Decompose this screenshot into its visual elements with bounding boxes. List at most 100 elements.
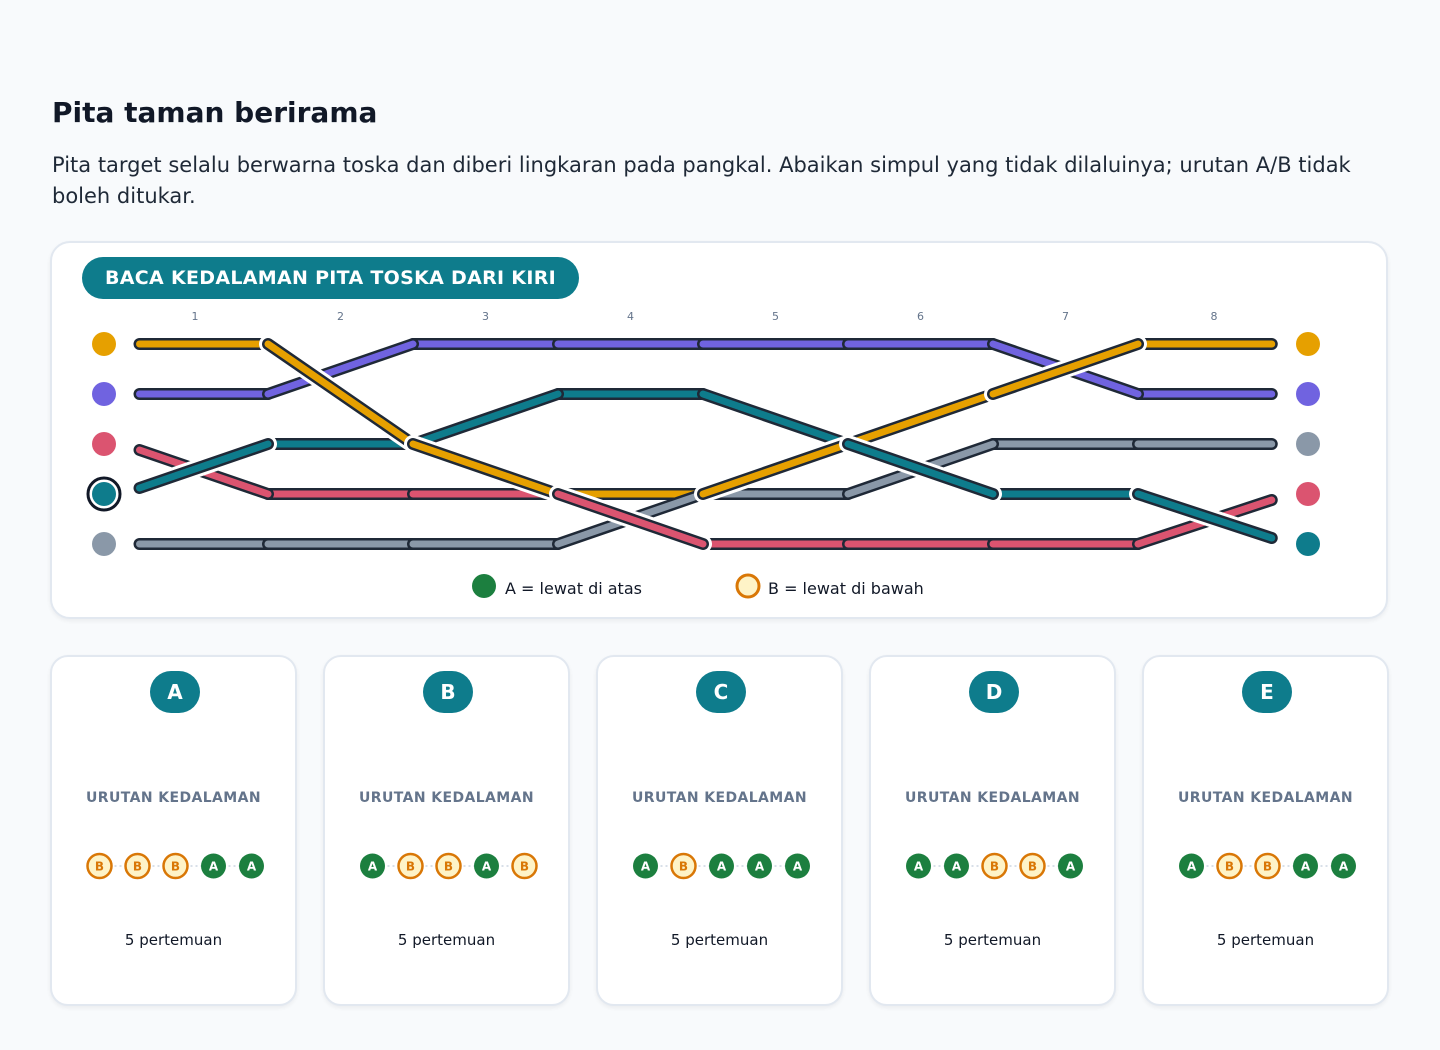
column-label: 3 xyxy=(482,310,489,323)
depth-token-over: A xyxy=(1179,853,1204,879)
svg-text:B: B xyxy=(520,860,529,874)
depth-token-over: A xyxy=(1293,853,1318,879)
svg-text:A: A xyxy=(1339,860,1349,874)
option-card-d[interactable]: D URUTAN KEDALAMAN A A B B A 5 pertemuan xyxy=(869,655,1116,1006)
svg-text:B: B xyxy=(406,860,415,874)
depth-token-over: A xyxy=(633,853,658,879)
option-count: 5 pertemuan xyxy=(124,931,223,949)
option-caption: URUTAN KEDALAMAN xyxy=(905,790,1080,806)
ribbon-end-marker xyxy=(1296,382,1320,406)
svg-text:A: A xyxy=(793,860,803,874)
ribbon-start-marker xyxy=(92,332,116,356)
option-letter: B xyxy=(423,671,473,713)
depth-token-under: B xyxy=(124,852,151,880)
svg-text:B: B xyxy=(1263,860,1272,874)
ribbon-diagram-panel: 1 2 3 4 5 6 7 8 A = lewat di atas B = lewat di ba… xyxy=(50,241,1388,619)
ribbon-teal-segment xyxy=(697,388,854,450)
ribbon-diagram: 1 2 3 4 5 6 7 8 A = lewat di atas B = lewat di ba… xyxy=(86,310,1320,599)
legend-over-label: A = lewat di atas xyxy=(505,579,642,598)
ribbon-start-marker xyxy=(92,432,116,456)
column-label: 4 xyxy=(627,310,634,323)
svg-text:B: B xyxy=(171,860,180,874)
ribbon-end-marker xyxy=(1296,332,1320,356)
option-caption: URUTAN KEDALAMAN xyxy=(86,790,261,806)
option-card-e[interactable]: E URUTAN KEDALAMAN A B B A A 5 pertemuan xyxy=(1142,655,1389,1006)
depth-token-under: B xyxy=(1254,852,1281,880)
depth-token-under: B xyxy=(1216,852,1243,880)
ribbon-orange-segment xyxy=(694,435,857,503)
svg-text:B: B xyxy=(444,860,453,874)
column-label: 7 xyxy=(1062,310,1069,323)
legend-under-label: B = lewat di bawah xyxy=(768,579,924,598)
depth-token-over: A xyxy=(1058,853,1083,879)
option-count: 5 pertemuan xyxy=(397,931,496,949)
ribbon-layer-base xyxy=(133,338,1278,550)
svg-text:A: A xyxy=(209,860,219,874)
depth-token-over: A xyxy=(360,853,385,879)
svg-text:A: A xyxy=(952,860,962,874)
ribbon-teal-segment xyxy=(839,435,1002,503)
column-label: 5 xyxy=(772,310,779,323)
svg-text:B: B xyxy=(1225,860,1234,874)
depth-token-over: A xyxy=(1331,853,1356,879)
svg-text:A: A xyxy=(717,860,727,874)
svg-text:A: A xyxy=(641,860,651,874)
svg-text:A: A xyxy=(482,860,492,874)
depth-token-under: B xyxy=(162,852,189,880)
column-label: 6 xyxy=(917,310,924,323)
ribbon-start-marker xyxy=(92,532,116,556)
option-letter: C xyxy=(696,671,746,713)
legend-under-swatch xyxy=(735,573,761,599)
ribbon-red-segment xyxy=(549,485,712,553)
option-letter: A xyxy=(150,671,200,713)
diagram-banner: BACA KEDALAMAN PITA TOSKA DARI KIRI xyxy=(82,257,579,299)
svg-text:A: A xyxy=(1301,860,1311,874)
option-card-b[interactable]: B URUTAN KEDALAMAN A B B A B 5 pertemuan xyxy=(323,655,570,1006)
svg-text:A: A xyxy=(247,860,257,874)
option-count: 5 pertemuan xyxy=(943,931,1042,949)
option-card-a[interactable]: A URUTAN KEDALAMAN B B B A A 5 pertemuan xyxy=(50,655,297,1006)
ribbon-end-marker xyxy=(1296,532,1320,556)
svg-text:A: A xyxy=(368,860,378,874)
option-count: 5 pertemuan xyxy=(670,931,769,949)
option-caption: URUTAN KEDALAMAN xyxy=(1178,790,1353,806)
ribbon-layer-over xyxy=(130,335,1281,553)
svg-text:B: B xyxy=(95,860,104,874)
option-letter: E xyxy=(1242,671,1292,713)
ribbon-orange-segment xyxy=(404,435,567,503)
depth-token-over: A xyxy=(709,853,734,879)
depth-token-under: B xyxy=(511,852,538,880)
depth-token-under: B xyxy=(670,852,697,880)
ribbon-start-marker xyxy=(92,382,116,406)
depth-token-over: A xyxy=(239,853,264,879)
option-card-c[interactable]: C URUTAN KEDALAMAN A B A A A 5 pertemuan xyxy=(596,655,843,1006)
svg-text:A: A xyxy=(914,860,924,874)
svg-text:B: B xyxy=(679,860,688,874)
svg-text:B: B xyxy=(133,860,142,874)
svg-text:B: B xyxy=(1028,860,1037,874)
depth-token-under: B xyxy=(397,852,424,880)
svg-text:A: A xyxy=(1187,860,1197,874)
legend-over-swatch xyxy=(472,574,496,598)
depth-token-over: A xyxy=(747,853,772,879)
option-count: 5 pertemuan xyxy=(1216,931,1315,949)
ribbon-teal-segment xyxy=(407,388,564,450)
svg-text:B: B xyxy=(990,860,999,874)
depth-token-over: A xyxy=(201,853,226,879)
depth-token-under: B xyxy=(1019,852,1046,880)
ribbon-orange-segment xyxy=(984,335,1147,403)
ribbon-start-marker xyxy=(92,482,116,506)
ribbon-end-marker xyxy=(1296,432,1320,456)
depth-token-over: A xyxy=(944,853,969,879)
depth-token-under: B xyxy=(435,852,462,880)
page-title: Pita taman berirama xyxy=(52,96,378,129)
instruction-text: Pita target selalu berwarna toska dan di… xyxy=(52,153,1351,208)
ribbon-orange-segment xyxy=(259,335,422,453)
depth-token-under: B xyxy=(981,852,1008,880)
column-label: 8 xyxy=(1211,310,1218,323)
svg-text:A: A xyxy=(755,860,765,874)
depth-token-over: A xyxy=(906,853,931,879)
